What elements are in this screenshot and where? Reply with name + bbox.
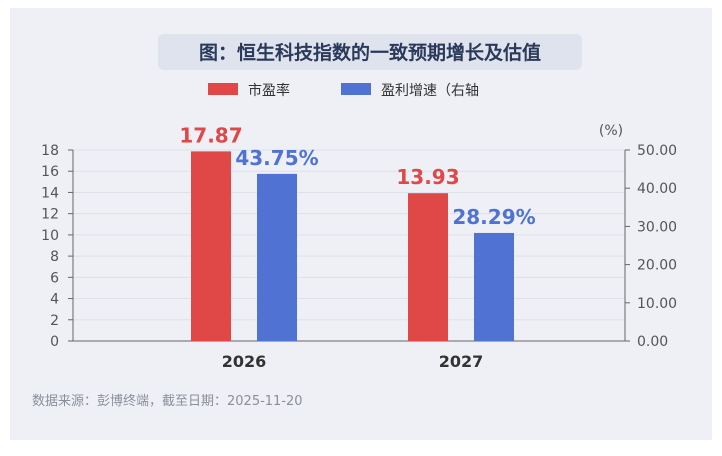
right-tick-label: 20.00 [637,258,677,274]
bar-pe [191,151,231,341]
legend-label-pe: 市盈率 [248,82,290,99]
legend-label-growth: 盈利增速（右轴 [381,83,479,99]
data-label-growth: 43.75% [235,146,318,170]
data-label-growth: 28.29% [452,205,535,229]
legend-swatch-pe [208,83,238,95]
left-tick-label: 16 [41,164,59,180]
legend-swatch-growth [341,83,371,95]
category-label: 2026 [222,352,267,371]
right-tick-label: 10.00 [637,296,677,312]
title-background [158,34,582,70]
bar-growth [257,173,297,341]
right-tick-label: 50.00 [637,143,677,159]
chart-card: 图：恒生科技指数的一致预期增长及估值 市盈率 盈利增速（右轴 (%) 0 2 4 6 8… [10,8,712,440]
chart-title: 图：恒生科技指数的一致预期增长及估值 [199,41,541,64]
left-tick-label: 0 [50,334,59,350]
right-axis-unit: (%) [599,123,623,139]
gridlines [73,149,625,321]
left-tick-label: 10 [41,228,59,244]
left-tick-label: 6 [50,270,59,286]
right-tick-label: 0.00 [637,334,668,350]
left-tick-label: 2 [50,313,59,329]
left-tick-label: 4 [50,292,59,308]
chart-svg: 图：恒生科技指数的一致预期增长及估值 市盈率 盈利增速（右轴 (%) 0 2 4 6 8… [32,34,677,409]
category-label: 2027 [439,352,484,371]
right-tick-label: 30.00 [637,219,677,235]
legend: 市盈率 盈利增速（右轴 [208,82,479,99]
data-label-pe: 13.93 [396,165,459,189]
right-axis: 0.00 10.00 20.00 30.00 40.00 50.00 [624,143,677,350]
left-tick-label: 14 [41,185,59,201]
right-tick-label: 40.00 [637,181,677,197]
data-label-pe: 17.87 [179,123,242,147]
category-labels: 2026 2027 [222,352,484,371]
bar-growth [474,232,514,341]
left-tick-label: 18 [41,143,59,159]
left-tick-label: 12 [41,207,59,223]
left-tick-label: 8 [50,249,59,265]
bar-pe [408,193,448,341]
source-note: 数据来源：彭博终端，截至日期：2025-11-20 [32,393,303,409]
bars [191,151,514,341]
left-axis: 0 2 4 6 8 10 12 14 16 18 [41,143,625,350]
